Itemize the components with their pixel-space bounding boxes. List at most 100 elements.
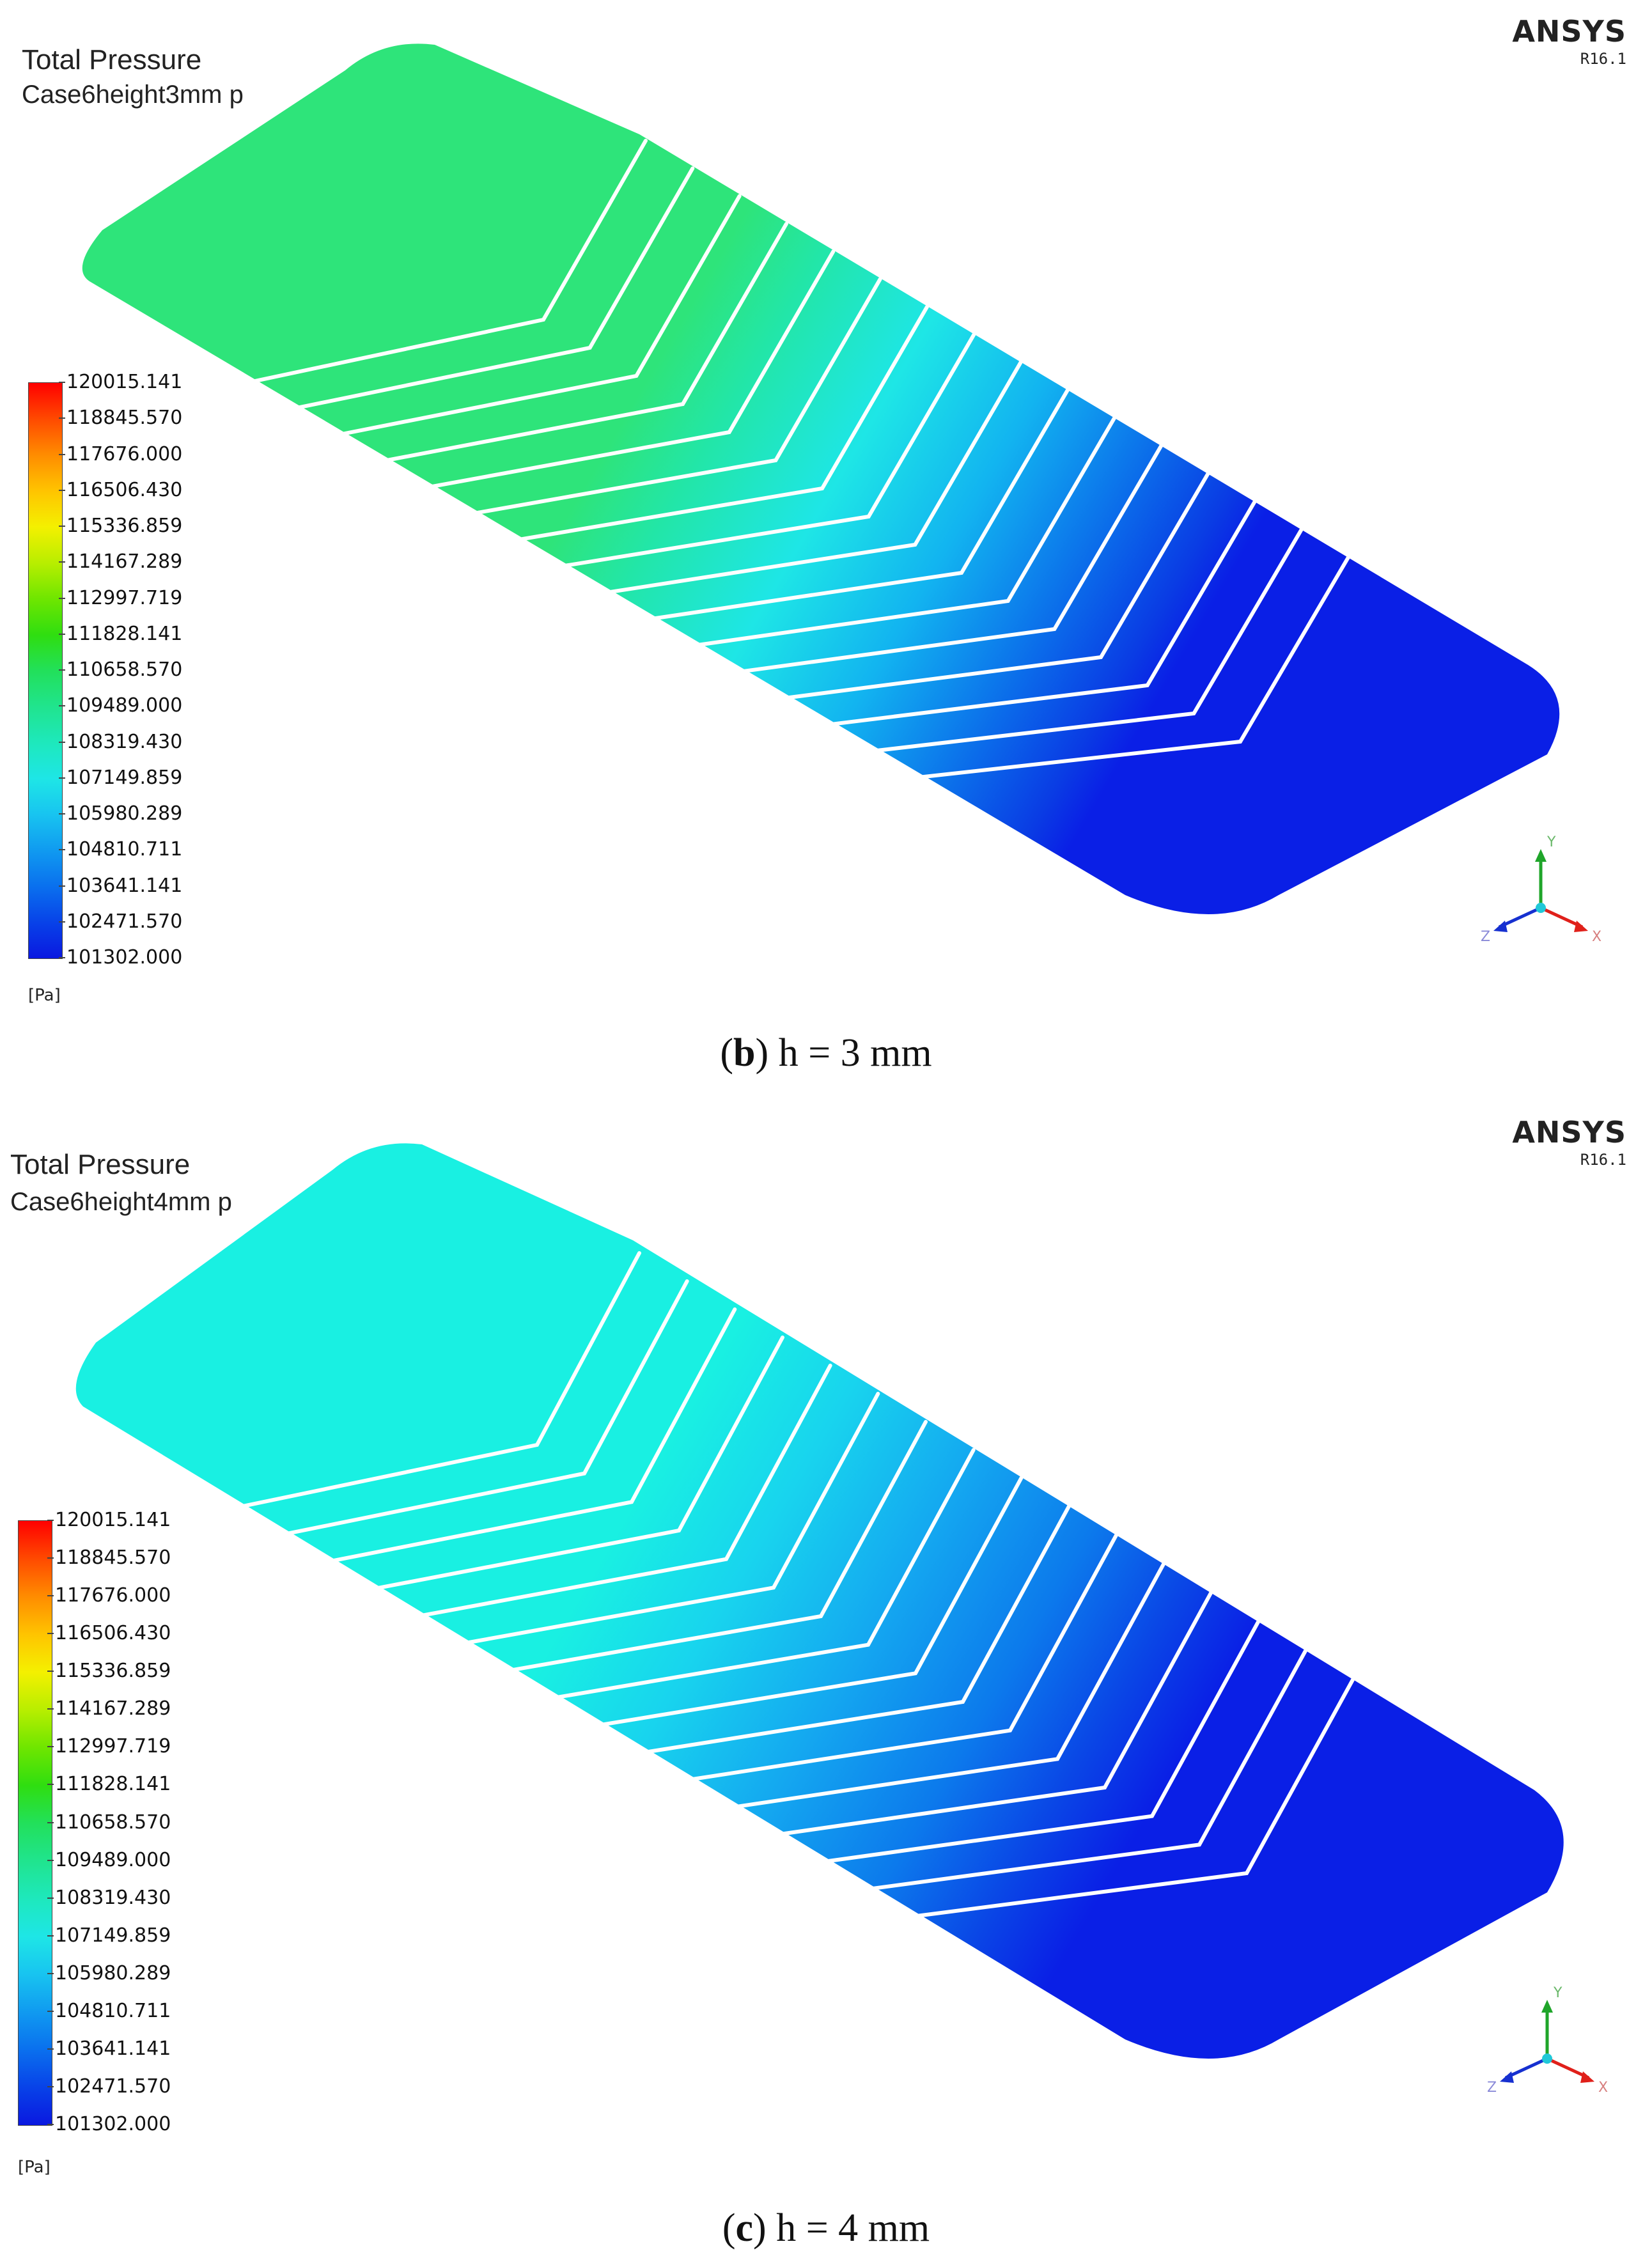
legend-tick — [59, 705, 65, 707]
plot-title: Total Pressure — [22, 44, 202, 75]
legend-value-label: 114167.289 — [66, 550, 183, 573]
channel-divider — [284, 166, 695, 412]
legend-tick — [47, 1859, 54, 1861]
legend-value-label: 112997.719 — [55, 1735, 171, 1758]
legend-value-label: 108319.430 — [55, 1886, 171, 1909]
channel-divider — [368, 1336, 784, 1592]
figure-panel-b: Total Pressure Case6height3mm p ANSYS R1… — [0, 0, 1652, 1100]
channel-divider — [501, 1420, 928, 1674]
legend-tick — [47, 2048, 54, 2050]
legend-tick — [59, 669, 65, 671]
legend-value-label: 118845.570 — [55, 1547, 171, 1570]
ansys-brand-text: ANSYS — [1512, 1115, 1626, 1149]
channel-divider — [279, 1279, 689, 1537]
legend-value-label: 104810.711 — [66, 838, 183, 861]
legend-value-label: 108319.430 — [66, 730, 183, 753]
legend-value-label: 101302.000 — [55, 2113, 171, 2135]
channel-divider — [415, 249, 836, 492]
legend-unit: [Pa] — [18, 2158, 51, 2177]
legend-value-label: 103641.141 — [55, 2037, 171, 2060]
legend-tick — [59, 885, 65, 887]
legend-value-label: 111828.141 — [66, 622, 183, 645]
legend-value-label: 115336.859 — [55, 1660, 171, 1683]
x-axis-arrow — [1539, 906, 1584, 929]
legend-tick — [47, 1633, 54, 1635]
legend-tick — [59, 561, 65, 563]
axis-y-label: Y — [1547, 834, 1556, 850]
legend-value-label: 118845.570 — [66, 407, 183, 430]
color-legend-labels: 120015.141 118845.570 117676.000 116506.430… — [59, 373, 258, 967]
channel-divider — [545, 1448, 976, 1701]
axis-y-label: Y — [1553, 1985, 1562, 2001]
axis-x-label: X — [1598, 2080, 1608, 2096]
plot-subtitle: Case6height3mm p — [22, 81, 244, 109]
channel-divider — [589, 1476, 1024, 1729]
legend-value-label: 101302.000 — [66, 946, 183, 969]
legend-tick — [47, 1935, 54, 1937]
legend-tick — [47, 1708, 54, 1710]
axis-z-label: Z — [1481, 929, 1490, 945]
legend-unit: [Pa] — [28, 986, 61, 1005]
legend-tick — [59, 453, 65, 455]
ansys-version: R16.1 — [1580, 50, 1626, 68]
channel-divider — [767, 1589, 1214, 1838]
legend-tick — [59, 957, 65, 958]
axis-z-label: Z — [1487, 2080, 1497, 2096]
channel-divider — [589, 360, 1023, 597]
caption-letter: c — [735, 2206, 754, 2250]
channel-divider — [811, 1617, 1262, 1866]
legend-tick — [47, 1972, 54, 1974]
legend-tick — [59, 777, 65, 779]
channel-divider — [893, 554, 1351, 782]
legend-value-label: 110658.570 — [66, 659, 183, 681]
legend-value-label: 107149.859 — [55, 1924, 171, 1947]
z-axis-arrow — [1498, 906, 1542, 929]
caption-text: h = 4 mm — [766, 2206, 930, 2250]
channel-divider — [855, 1645, 1310, 1893]
channel-divider — [722, 1561, 1167, 1811]
legend-value-label: 102471.570 — [66, 910, 183, 933]
channel-divider — [719, 443, 1164, 676]
heat-exchanger-plate — [82, 43, 1560, 914]
legend-tick — [47, 1557, 54, 1559]
z-axis-arrow — [1504, 2057, 1548, 2080]
channel-divider — [235, 1251, 641, 1509]
legend-tick — [47, 1671, 54, 1672]
channel-divider — [678, 1532, 1119, 1783]
channel-divider — [850, 526, 1304, 756]
legend-tick — [47, 2124, 54, 2125]
channel-divider — [634, 1504, 1071, 1756]
legend-tick — [47, 1897, 54, 1899]
plot-subtitle: Case6height4mm p — [10, 1188, 232, 1216]
legend-value-label: 110658.570 — [55, 1811, 171, 1834]
channel-divider — [806, 499, 1258, 729]
caption-text: h = 3 mm — [768, 1031, 932, 1075]
legend-value-label: 111828.141 — [55, 1773, 171, 1796]
channel-divider — [900, 1673, 1357, 1920]
channel-divider — [502, 305, 929, 544]
legend-tick — [59, 597, 65, 599]
legend-value-label: 120015.141 — [55, 1509, 171, 1531]
x-axis-arrow — [1546, 2057, 1590, 2080]
legend-value-label: 116506.430 — [66, 478, 183, 501]
legend-tick — [47, 2085, 54, 2087]
color-legend-bar — [28, 382, 63, 959]
pressure-contour-plate-c — [75, 1143, 1564, 2059]
legend-tick — [59, 489, 65, 491]
plot-title: Total Pressure — [10, 1149, 191, 1180]
pressure-contour-plate-b — [82, 43, 1560, 914]
color-legend-labels: 120015.141 118845.570 117676.000 116506.430… — [47, 1511, 247, 2134]
legend-tick — [47, 1595, 54, 1597]
legend-value-label: 109489.000 — [55, 1848, 171, 1871]
ansys-version: R16.1 — [1580, 1151, 1626, 1169]
channel-divider — [632, 388, 1070, 623]
legend-value-label: 117676.000 — [55, 1584, 171, 1607]
legend-value-label: 105980.289 — [55, 1961, 171, 1984]
legend-value-label: 103641.141 — [66, 874, 183, 897]
legend-tick — [59, 741, 65, 743]
legend-value-label: 107149.859 — [66, 766, 183, 789]
channel-divider — [328, 194, 742, 439]
channel-divider — [676, 416, 1117, 650]
legend-value-label: 117676.000 — [66, 442, 183, 465]
color-legend-bar — [18, 1520, 52, 2126]
